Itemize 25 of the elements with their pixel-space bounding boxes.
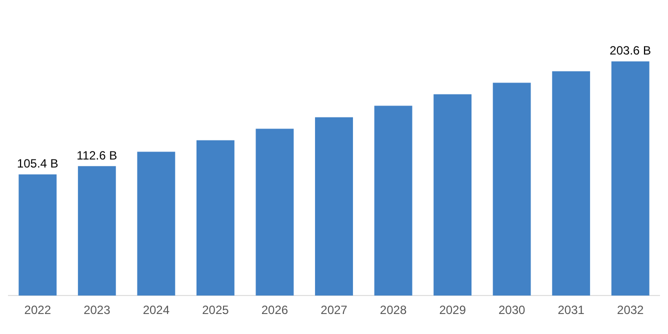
bar	[611, 61, 650, 296]
bar	[256, 128, 294, 296]
bar	[315, 117, 353, 296]
data-label: 203.6 B	[610, 44, 652, 58]
data-label: 112.6 B	[76, 148, 118, 162]
bar	[492, 82, 531, 296]
x-tick-label: 2023	[84, 303, 111, 318]
bar	[78, 166, 116, 296]
bar	[374, 106, 412, 296]
x-tick-label: 2028	[380, 303, 407, 318]
bar	[137, 152, 176, 296]
data-label: 105.4 B	[16, 156, 58, 171]
x-tick-label: 2022	[24, 303, 52, 318]
x-tick-label: 2032	[617, 303, 644, 318]
x-tick-label: 2024	[142, 303, 170, 318]
x-tick-label: 2025	[202, 303, 230, 318]
x-tick-label: 2029	[439, 303, 466, 318]
bar	[434, 94, 472, 296]
bar	[196, 140, 234, 296]
bar	[552, 71, 590, 296]
x-tick-label: 2027	[320, 303, 348, 318]
x-tick-label: 2031	[558, 303, 585, 318]
x-tick-label: 2026	[261, 303, 288, 318]
bar	[18, 174, 57, 296]
x-tick-label: 2030	[498, 303, 526, 318]
